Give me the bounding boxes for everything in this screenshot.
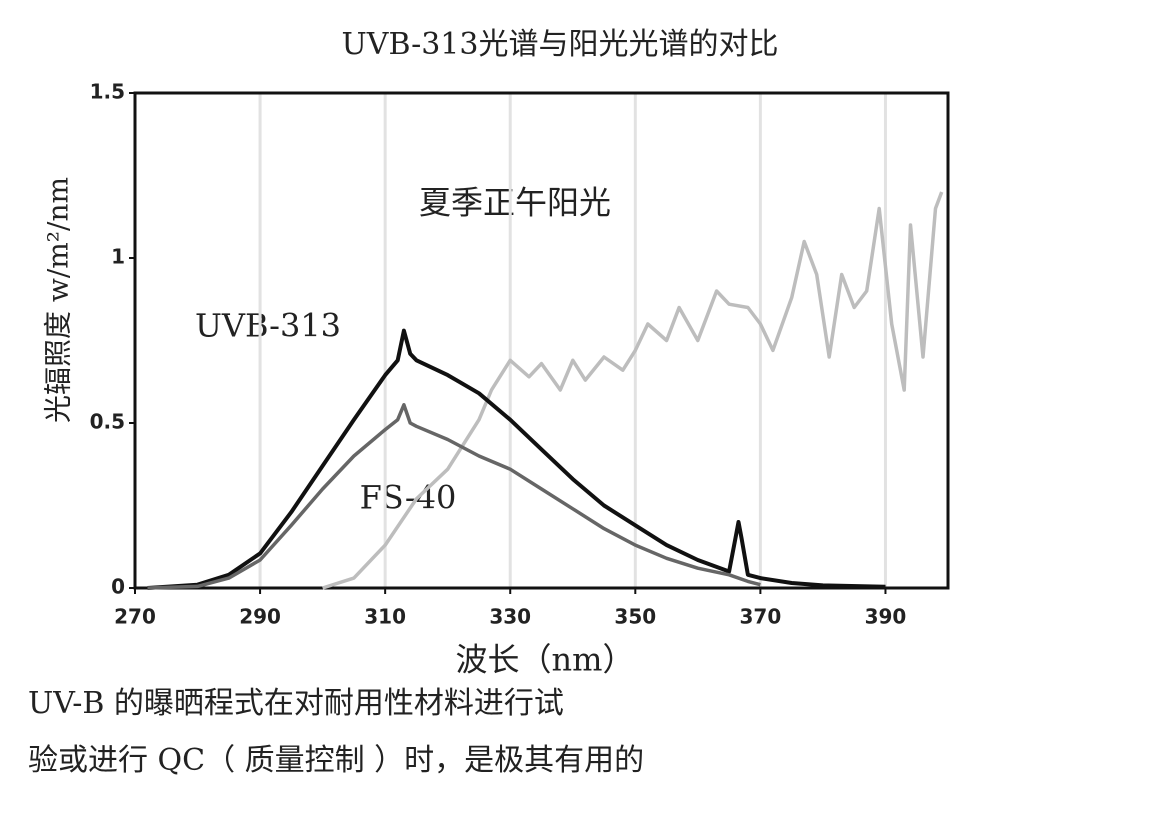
y-tick-label: 0.5 [90, 410, 125, 434]
y-tick-label: 1 [111, 245, 125, 269]
x-tick-label: 310 [364, 605, 406, 629]
annotation: UVB-313 [195, 307, 341, 345]
caption: UV-B 的曝晒程式在对耐用性材料进行试 [28, 686, 564, 721]
line-series [147, 403, 761, 590]
x-axis-label: 波长（nm） [456, 641, 635, 679]
chart-title: UVB-313光谱与阳光光谱的对比 [342, 27, 779, 62]
y-tick-label: 0 [111, 575, 125, 599]
caption: 验或进行 QC（ 质量控制 ）时，是极其有用的 [28, 743, 644, 778]
x-tick-label: 390 [865, 605, 907, 629]
y-tick-label: 1.5 [90, 80, 125, 104]
x-tick-label: 290 [239, 605, 281, 629]
x-tick-label: 330 [489, 605, 531, 629]
y-axis-label: 光辐照度 w/m²/nm [42, 177, 75, 423]
x-tick-label: 350 [614, 605, 656, 629]
x-tick-label: 270 [114, 605, 156, 629]
line-series [322, 191, 944, 590]
annotation: 夏季正午阳光 [419, 184, 611, 222]
x-tick-label: 370 [740, 605, 782, 629]
line-series [147, 328, 886, 590]
plot-frame [133, 91, 950, 590]
